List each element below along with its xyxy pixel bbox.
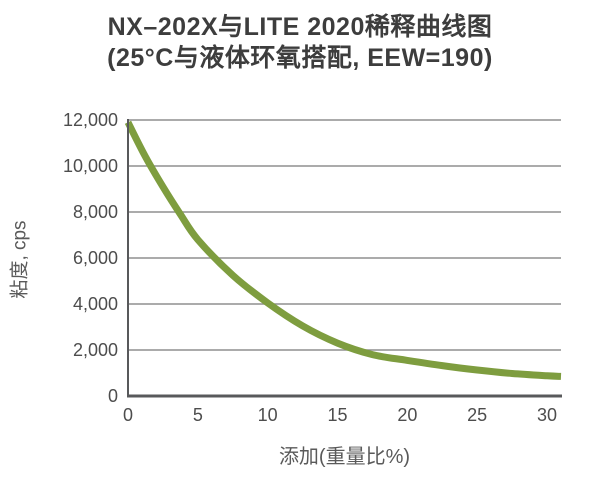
- viscosity-curve: [124, 120, 562, 380]
- y-tick-label: 8,000: [72, 202, 118, 222]
- y-tick-label: 0: [107, 386, 118, 406]
- x-tick-label: 25: [467, 405, 488, 425]
- y-tick-label: 6,000: [72, 248, 118, 268]
- chart-subtitle: (25°C与液体环氧搭配, EEW=190): [107, 44, 493, 72]
- x-tick-label: 20: [397, 405, 418, 425]
- y-tick-label: 2,000: [72, 340, 118, 360]
- x-tick-label: 5: [192, 405, 203, 425]
- x-tick-label: 0: [122, 405, 133, 425]
- x-tick-label: 30: [537, 405, 558, 425]
- gridlines: [128, 119, 561, 351]
- chart-title: NX–202X与LITE 2020稀释曲线图: [107, 13, 493, 41]
- y-tick-label: 12,000: [62, 110, 118, 130]
- y-tick-label: 10,000: [62, 156, 118, 176]
- x-tick-label: 10: [257, 405, 278, 425]
- y-tick-label: 4,000: [72, 294, 118, 314]
- y-axis-title: 粘度, cps: [9, 220, 31, 299]
- x-tick-label: 15: [327, 405, 348, 425]
- x-axis-title: 添加(重量比%): [278, 446, 411, 468]
